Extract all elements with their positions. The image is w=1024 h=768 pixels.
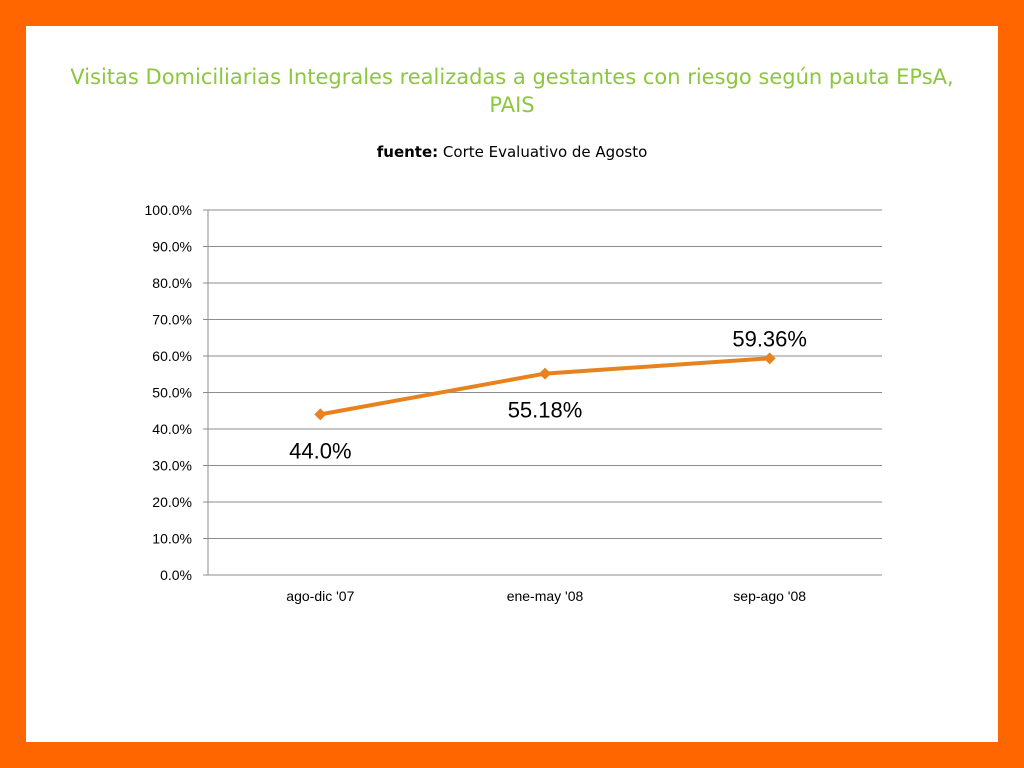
data-point-marker <box>539 367 551 380</box>
y-tick-label: 100.0% <box>145 202 192 218</box>
x-tick-label: sep-ago '08 <box>733 588 806 604</box>
y-tick-label: 90.0% <box>152 239 192 255</box>
y-tick-label: 80.0% <box>152 275 192 291</box>
source-label: fuente: <box>376 143 439 161</box>
slide-title: Visitas Domiciliarias Integrales realiza… <box>70 65 954 117</box>
data-point-marker <box>763 352 776 365</box>
x-tick-label: ago-dic '07 <box>286 588 354 604</box>
slide-canvas: Visitas Domiciliarias Integrales realiza… <box>26 26 998 742</box>
y-tick-label: 20.0% <box>152 494 192 510</box>
y-tick-label: 30.0% <box>152 458 192 474</box>
x-tick-label: ene-may '08 <box>507 588 584 604</box>
y-tick-label: 40.0% <box>152 421 192 437</box>
y-tick-label: 0.0% <box>160 567 192 583</box>
y-tick-label: 10.0% <box>152 531 192 547</box>
source-text: Corte Evaluativo de Agosto <box>442 143 648 161</box>
y-tick-label: 70.0% <box>152 312 192 328</box>
data-point-marker <box>314 408 327 421</box>
data-label: 55.18% <box>508 398 583 423</box>
source-note: fuente: Corte Evaluativo de Agosto <box>26 143 998 161</box>
y-tick-label: 60.0% <box>152 348 192 364</box>
data-label: 59.36% <box>732 326 807 351</box>
line-chart: 0.0% 10.0% 20.0% 30.0% 40.0% 50.0% 60.0% 70.0% 8… <box>145 202 882 604</box>
y-tick-label: 50.0% <box>152 385 192 401</box>
data-label: 44.0% <box>289 438 351 463</box>
